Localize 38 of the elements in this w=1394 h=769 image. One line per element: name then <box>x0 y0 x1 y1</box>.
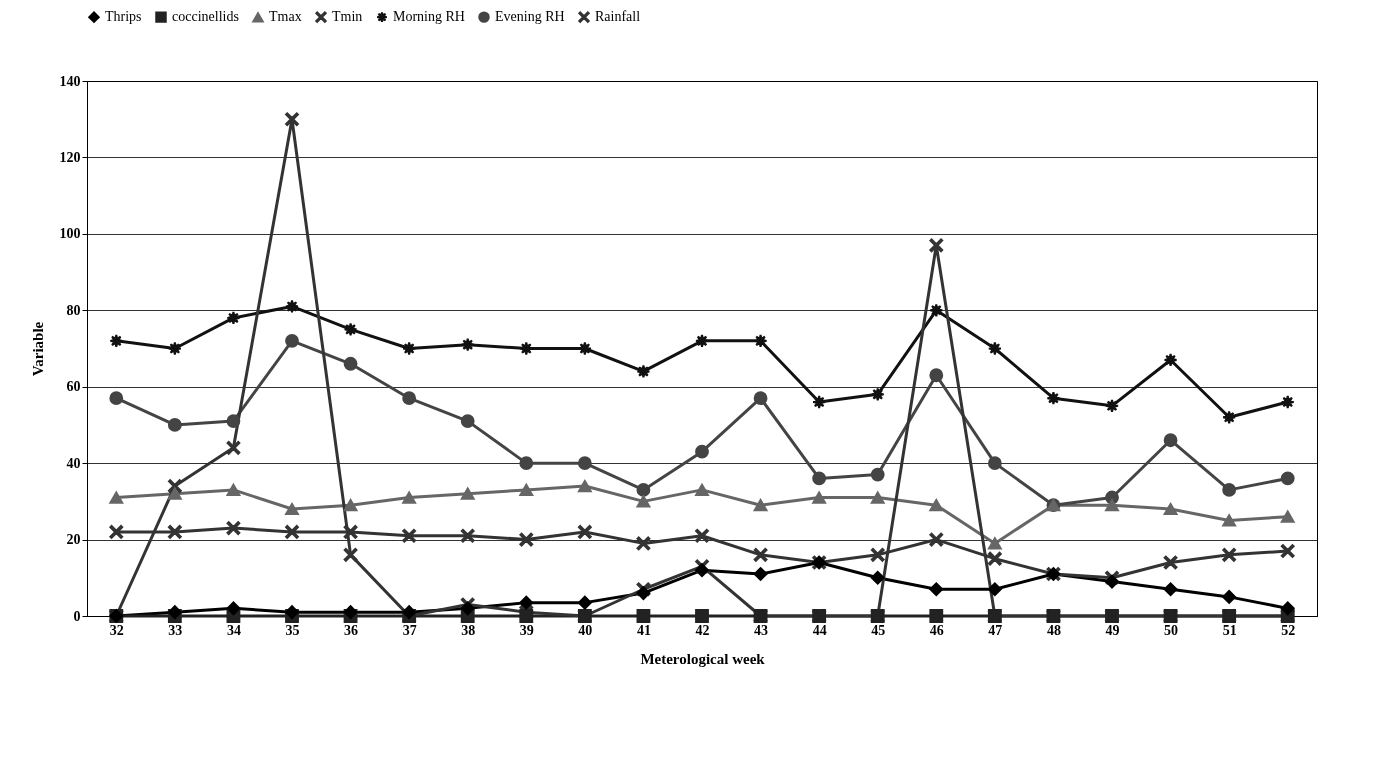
x-tick-label: 39 <box>519 622 534 638</box>
x-tick-label: 41 <box>636 622 651 638</box>
legend-label: Tmin <box>332 9 363 25</box>
legend-label: coccinellids <box>172 9 239 25</box>
x-tick-label: 43 <box>754 622 769 638</box>
x-axis-title: Meterological week <box>640 650 766 667</box>
x-tick-label: 46 <box>929 622 944 638</box>
x-tick-label: 40 <box>578 622 593 638</box>
x-tick-label: 38 <box>461 622 476 638</box>
legend-label: Thrips <box>105 9 142 25</box>
y-axis-title: Variable <box>29 321 46 377</box>
x-tick-label: 36 <box>344 622 359 638</box>
y-tick-label: 60 <box>66 379 81 395</box>
legend-label: Tmax <box>269 9 302 25</box>
legend-label: Morning RH <box>393 9 465 25</box>
x-tick-label: 51 <box>1222 622 1237 638</box>
y-tick-label: 120 <box>59 149 81 165</box>
x-tick-label: 48 <box>1046 622 1061 638</box>
x-tick-label: 47 <box>988 622 1003 638</box>
y-tick-label: 0 <box>73 608 81 624</box>
y-tick-label: 80 <box>66 302 81 318</box>
x-tick-label: 32 <box>109 622 124 638</box>
x-tick-label: 45 <box>871 622 886 638</box>
x-tick-label: 44 <box>812 622 827 638</box>
x-tick-label: 42 <box>695 622 710 638</box>
legend-label: Evening RH <box>495 9 565 25</box>
y-tick-label: 40 <box>66 455 81 471</box>
x-tick-label: 52 <box>1281 622 1296 638</box>
x-tick-label: 33 <box>168 622 183 638</box>
y-tick-label: 100 <box>59 226 81 242</box>
x-tick-label: 35 <box>285 622 300 638</box>
y-tick-label: 140 <box>59 73 81 89</box>
x-tick-label: 49 <box>1105 622 1120 638</box>
x-tick-label: 50 <box>1164 622 1179 638</box>
x-tick-label: 37 <box>402 622 417 638</box>
y-tick-label: 20 <box>66 532 81 548</box>
x-tick-label: 34 <box>226 622 241 638</box>
legend-label: Rainfall <box>595 9 641 25</box>
